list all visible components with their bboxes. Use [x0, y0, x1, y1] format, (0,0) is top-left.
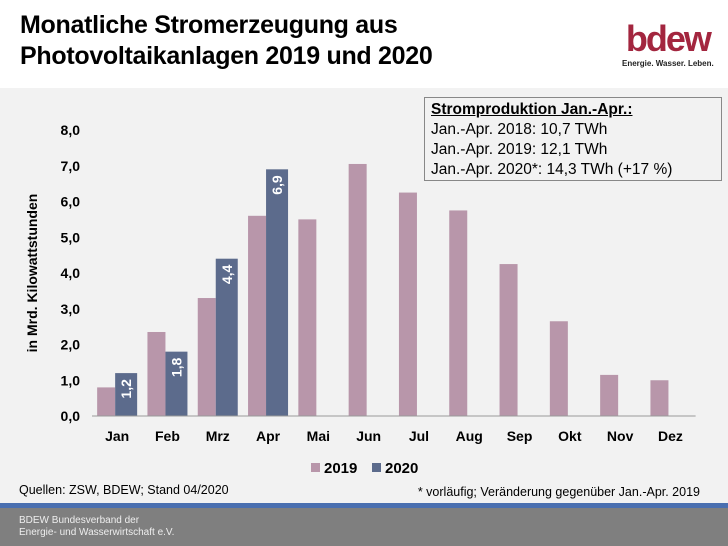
legend-label: 2019 — [324, 460, 357, 477]
footer: BDEW Bundesverband der Energie- und Wasse… — [0, 508, 728, 546]
bar-2019-Apr — [248, 215, 267, 416]
data-label: 6,9 — [269, 175, 285, 195]
bar-2019-Jan — [97, 387, 116, 416]
x-tick-label: Jun — [356, 428, 381, 444]
bar-2020-Mrz — [215, 258, 238, 416]
y-tick-label: 4,0 — [61, 265, 81, 281]
info-heading: Stromproduktion Jan.-Apr.: — [431, 101, 633, 118]
bar-2019-Mrz — [197, 298, 216, 416]
y-tick-label: 6,0 — [61, 194, 81, 210]
x-tick-label: Apr — [256, 428, 281, 444]
bar-2019-Sep — [499, 264, 518, 416]
data-label: 1,8 — [168, 357, 184, 377]
bar-2019-Aug — [449, 210, 468, 416]
y-tick-label: 5,0 — [61, 229, 81, 245]
x-tick-label: Nov — [607, 428, 634, 444]
y-tick-label: 8,0 — [61, 122, 81, 138]
legend-swatch-2020 — [372, 463, 381, 472]
info-line: Jan.-Apr. 2018: 10,7 TWh — [431, 121, 608, 138]
bar-2019-Jun — [348, 163, 367, 416]
x-tick-label: Okt — [558, 428, 582, 444]
bar-2020-Feb — [165, 351, 188, 416]
x-tick-label: Dez — [658, 428, 683, 444]
bar-2019-Jul — [398, 192, 417, 416]
y-tick-label: 0,0 — [61, 408, 81, 424]
y-axis-label: in Mrd. Kilowattstunden — [24, 194, 40, 353]
x-tick-label: Mrz — [206, 428, 230, 444]
divider-line — [0, 503, 728, 508]
bar-2020-Jan — [115, 373, 138, 416]
x-tick-label: Feb — [155, 428, 180, 444]
x-tick-label: Jul — [409, 428, 429, 444]
bar-2019-Feb — [147, 331, 166, 416]
x-tick-label: Jan — [105, 428, 129, 444]
data-label: 4,4 — [219, 264, 235, 284]
bar-2019-Okt — [549, 321, 568, 416]
y-tick-label: 2,0 — [61, 337, 81, 353]
y-tick-label: 3,0 — [61, 301, 81, 317]
legend-swatch-2019 — [311, 463, 320, 472]
y-tick-label: 7,0 — [61, 158, 81, 174]
x-tick-label: Mai — [307, 428, 330, 444]
x-tick-label: Aug — [456, 428, 483, 444]
footnote: * vorläufig; Veränderung gegenüber Jan.-… — [417, 485, 700, 499]
bar-2019-Mai — [298, 219, 317, 416]
info-box: Stromproduktion Jan.-Apr.: Jan.-Apr. 201… — [424, 97, 722, 181]
source-text: Quellen: ZSW, BDEW; Stand 04/2020 — [19, 483, 229, 497]
x-tick-label: Sep — [507, 428, 533, 444]
info-line: Jan.-Apr. 2020*: 14,3 TWh (+17 %) — [431, 161, 673, 178]
bdew-logo: bdew Energie. Wasser. Leben. — [622, 18, 714, 69]
y-tick-label: 1,0 — [61, 372, 81, 388]
bar-2019-Nov — [600, 374, 619, 416]
info-line: Jan.-Apr. 2019: 12,1 TWh — [431, 141, 608, 158]
legend-label: 2020 — [385, 460, 418, 477]
bar-2019-Dez — [650, 380, 669, 416]
data-label: 1,2 — [118, 379, 134, 399]
bar-2020-Apr — [266, 169, 289, 416]
page-title: Monatliche Stromerzeugung aus Photovoltai… — [20, 11, 433, 70]
